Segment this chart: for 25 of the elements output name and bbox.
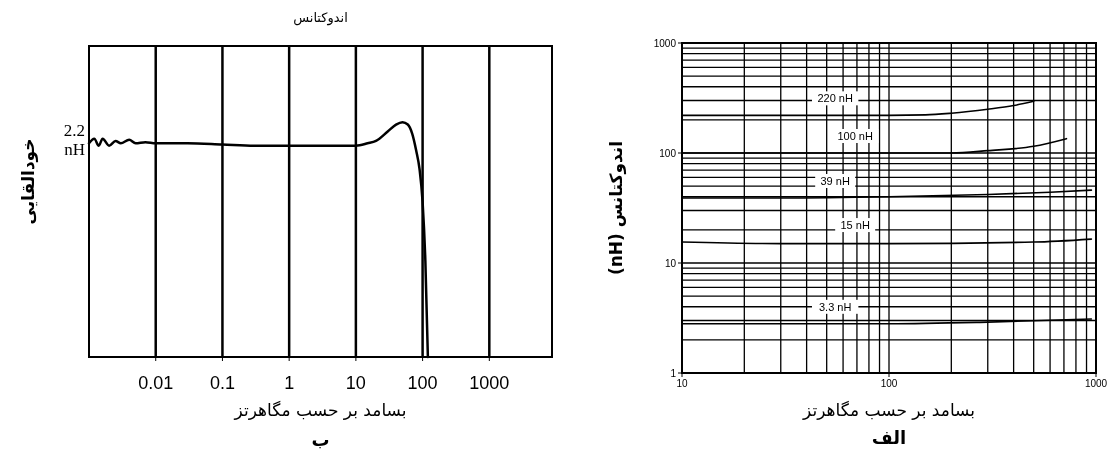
x-tick-label: 1000 xyxy=(469,373,510,393)
x-tick-label: 1000 xyxy=(1084,378,1108,389)
x-tick-label: 1 xyxy=(284,373,295,393)
x-tick-label: 0.1 xyxy=(209,373,235,393)
y-tick-label: 10 xyxy=(664,258,677,269)
text: الف xyxy=(871,427,907,448)
series-label: 100 nH xyxy=(837,130,873,142)
y-tick-label: 100 xyxy=(659,148,677,159)
text: ب xyxy=(311,429,330,450)
y-tick-label: 1000 xyxy=(653,38,677,49)
text: 2.2 nH xyxy=(63,121,85,160)
series-label: 220 nH xyxy=(817,92,853,105)
x-tick-label: 100 xyxy=(407,373,438,393)
x-tick-label: 10 xyxy=(676,378,688,389)
y-axis-title: اندوکتانس (nH) xyxy=(606,140,627,276)
x-tick-label: 100 xyxy=(880,378,898,389)
series-label: 15 nH xyxy=(840,219,870,232)
x-axis-title: بسامد بر حسب مگاهرتز xyxy=(802,400,975,420)
series-label: 39 nH xyxy=(820,174,850,187)
y-axis-title: خودالقایی xyxy=(18,138,39,225)
series-label: 3.3 nH xyxy=(818,300,852,313)
chart-title: اندوکتانس xyxy=(293,10,348,26)
x-tick-label: 10 xyxy=(345,373,366,393)
x-tick-label: 0.01 xyxy=(138,373,174,393)
x-axis-title: بسامد بر حسب مگاهرتز xyxy=(233,400,407,420)
